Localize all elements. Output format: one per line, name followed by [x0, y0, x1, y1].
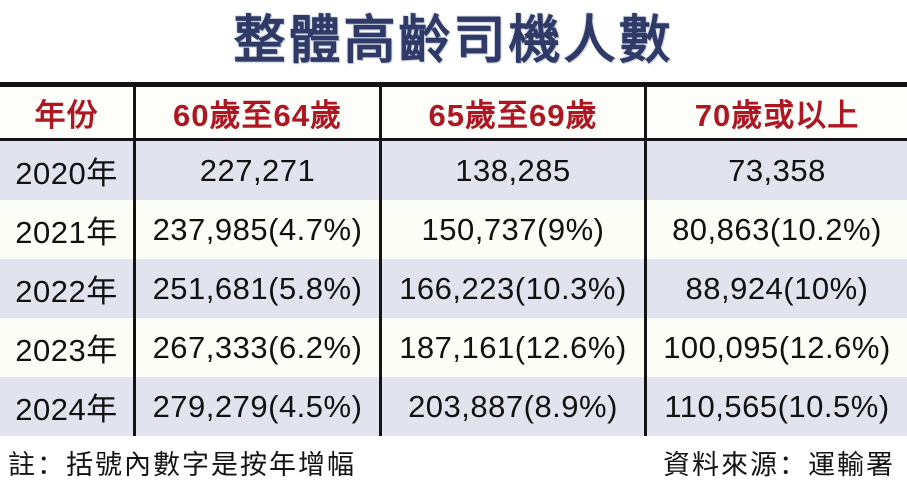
value-cell: 279,279(4.5%): [136, 377, 382, 436]
header-age-65-69: 65歲至69歲: [382, 87, 647, 141]
footer: 註：括號內數字是按年增幅 資料來源：運輸署: [0, 436, 907, 494]
table-header-row: 年份 60歲至64歲 65歲至69歲 70歲或以上: [0, 87, 907, 141]
table-row: 2022年 251,681(5.8%) 166,223(10.3%) 88,92…: [0, 259, 907, 318]
value-cell: 267,333(6.2%): [136, 318, 382, 377]
header-year: 年份: [0, 87, 136, 141]
value-cell: 100,095(12.6%): [647, 318, 907, 377]
page-title: 整體高齡司機人數: [233, 12, 674, 70]
value-cell: 187,161(12.6%): [382, 318, 647, 377]
value-cell: 80,863(10.2%): [647, 200, 907, 259]
footnote: 註：括號內數字是按年增幅: [8, 449, 356, 480]
value-cell: 138,285: [382, 141, 647, 200]
header-age-60-64: 60歲至64歲: [136, 87, 382, 141]
value-cell: 150,737(9%): [382, 200, 647, 259]
year-cell: 2022年: [0, 259, 136, 318]
table-row: 2020年 227,271 138,285 73,358: [0, 141, 907, 200]
value-cell: 237,985(4.7%): [136, 200, 382, 259]
value-cell: 88,924(10%): [647, 259, 907, 318]
header-age-70-plus: 70歲或以上: [647, 87, 907, 141]
year-cell: 2021年: [0, 200, 136, 259]
value-cell: 203,887(8.9%): [382, 377, 647, 436]
value-cell: 251,681(5.8%): [136, 259, 382, 318]
data-source: 資料來源：運輸署: [663, 449, 895, 480]
elderly-drivers-table: 年份 60歲至64歲 65歲至69歲 70歲或以上 2020年 227,271 …: [0, 82, 907, 436]
year-cell: 2023年: [0, 318, 136, 377]
value-cell: 73,358: [647, 141, 907, 200]
table-row: 2021年 237,985(4.7%) 150,737(9%) 80,863(1…: [0, 200, 907, 259]
value-cell: 227,271: [136, 141, 382, 200]
year-cell: 2020年: [0, 141, 136, 200]
value-cell: 166,223(10.3%): [382, 259, 647, 318]
table-row: 2023年 267,333(6.2%) 187,161(12.6%) 100,0…: [0, 318, 907, 377]
value-cell: 110,565(10.5%): [647, 377, 907, 436]
year-cell: 2024年: [0, 377, 136, 436]
table-row: 2024年 279,279(4.5%) 203,887(8.9%) 110,56…: [0, 377, 907, 436]
